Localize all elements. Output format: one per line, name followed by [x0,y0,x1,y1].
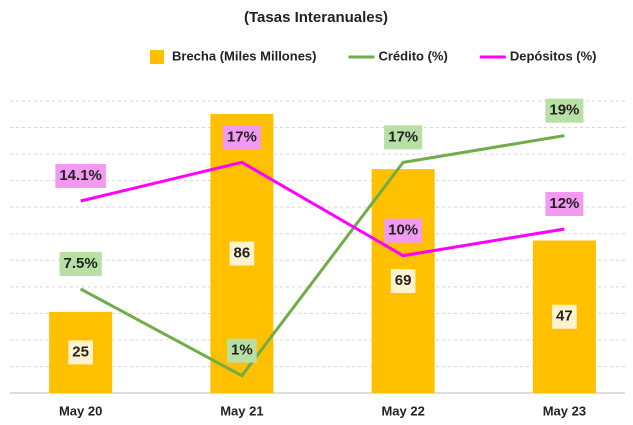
line [79,134,565,378]
data-label: 47 [556,308,573,325]
x-tick-label: May 23 [543,403,586,418]
data-label: 12% [549,195,579,212]
data-label: 19% [549,102,579,119]
data-label: 7.5% [64,255,98,272]
x-tick-label: May 20 [59,403,102,418]
data-label: 14.1% [59,167,102,184]
legend-label: Brecha (Miles Millones) [172,48,316,63]
data-label-bg [545,192,584,216]
legend-swatch [150,50,164,64]
data-label: 1% [231,342,253,359]
data-label-bg [545,98,584,123]
data-label-bg [59,252,102,276]
x-tick-label: May 22 [381,403,424,418]
x-tick-label: May 21 [220,403,263,418]
data-label-bg [68,340,93,365]
chart-title: (Tasas Interanuales) [244,9,388,26]
data-label-bg [390,269,416,294]
data-label: 86 [234,244,251,261]
data-label: 17% [227,128,257,145]
data-label-bg [384,125,423,150]
data-label: 10% [388,222,418,239]
data-label: 17% [388,128,418,145]
data-label-bg [229,241,255,266]
legend-label: Crédito (%) [378,48,447,63]
data-label-bg [552,304,577,329]
data-label-bg [227,338,257,363]
data-label: 25 [72,343,89,360]
line [80,160,565,258]
data-label-bg [384,218,423,243]
data-label-bg [222,125,261,150]
legend-label: Depósitos (%) [510,48,597,63]
data-label: 69 [395,272,412,289]
data-label-bg [55,164,106,188]
